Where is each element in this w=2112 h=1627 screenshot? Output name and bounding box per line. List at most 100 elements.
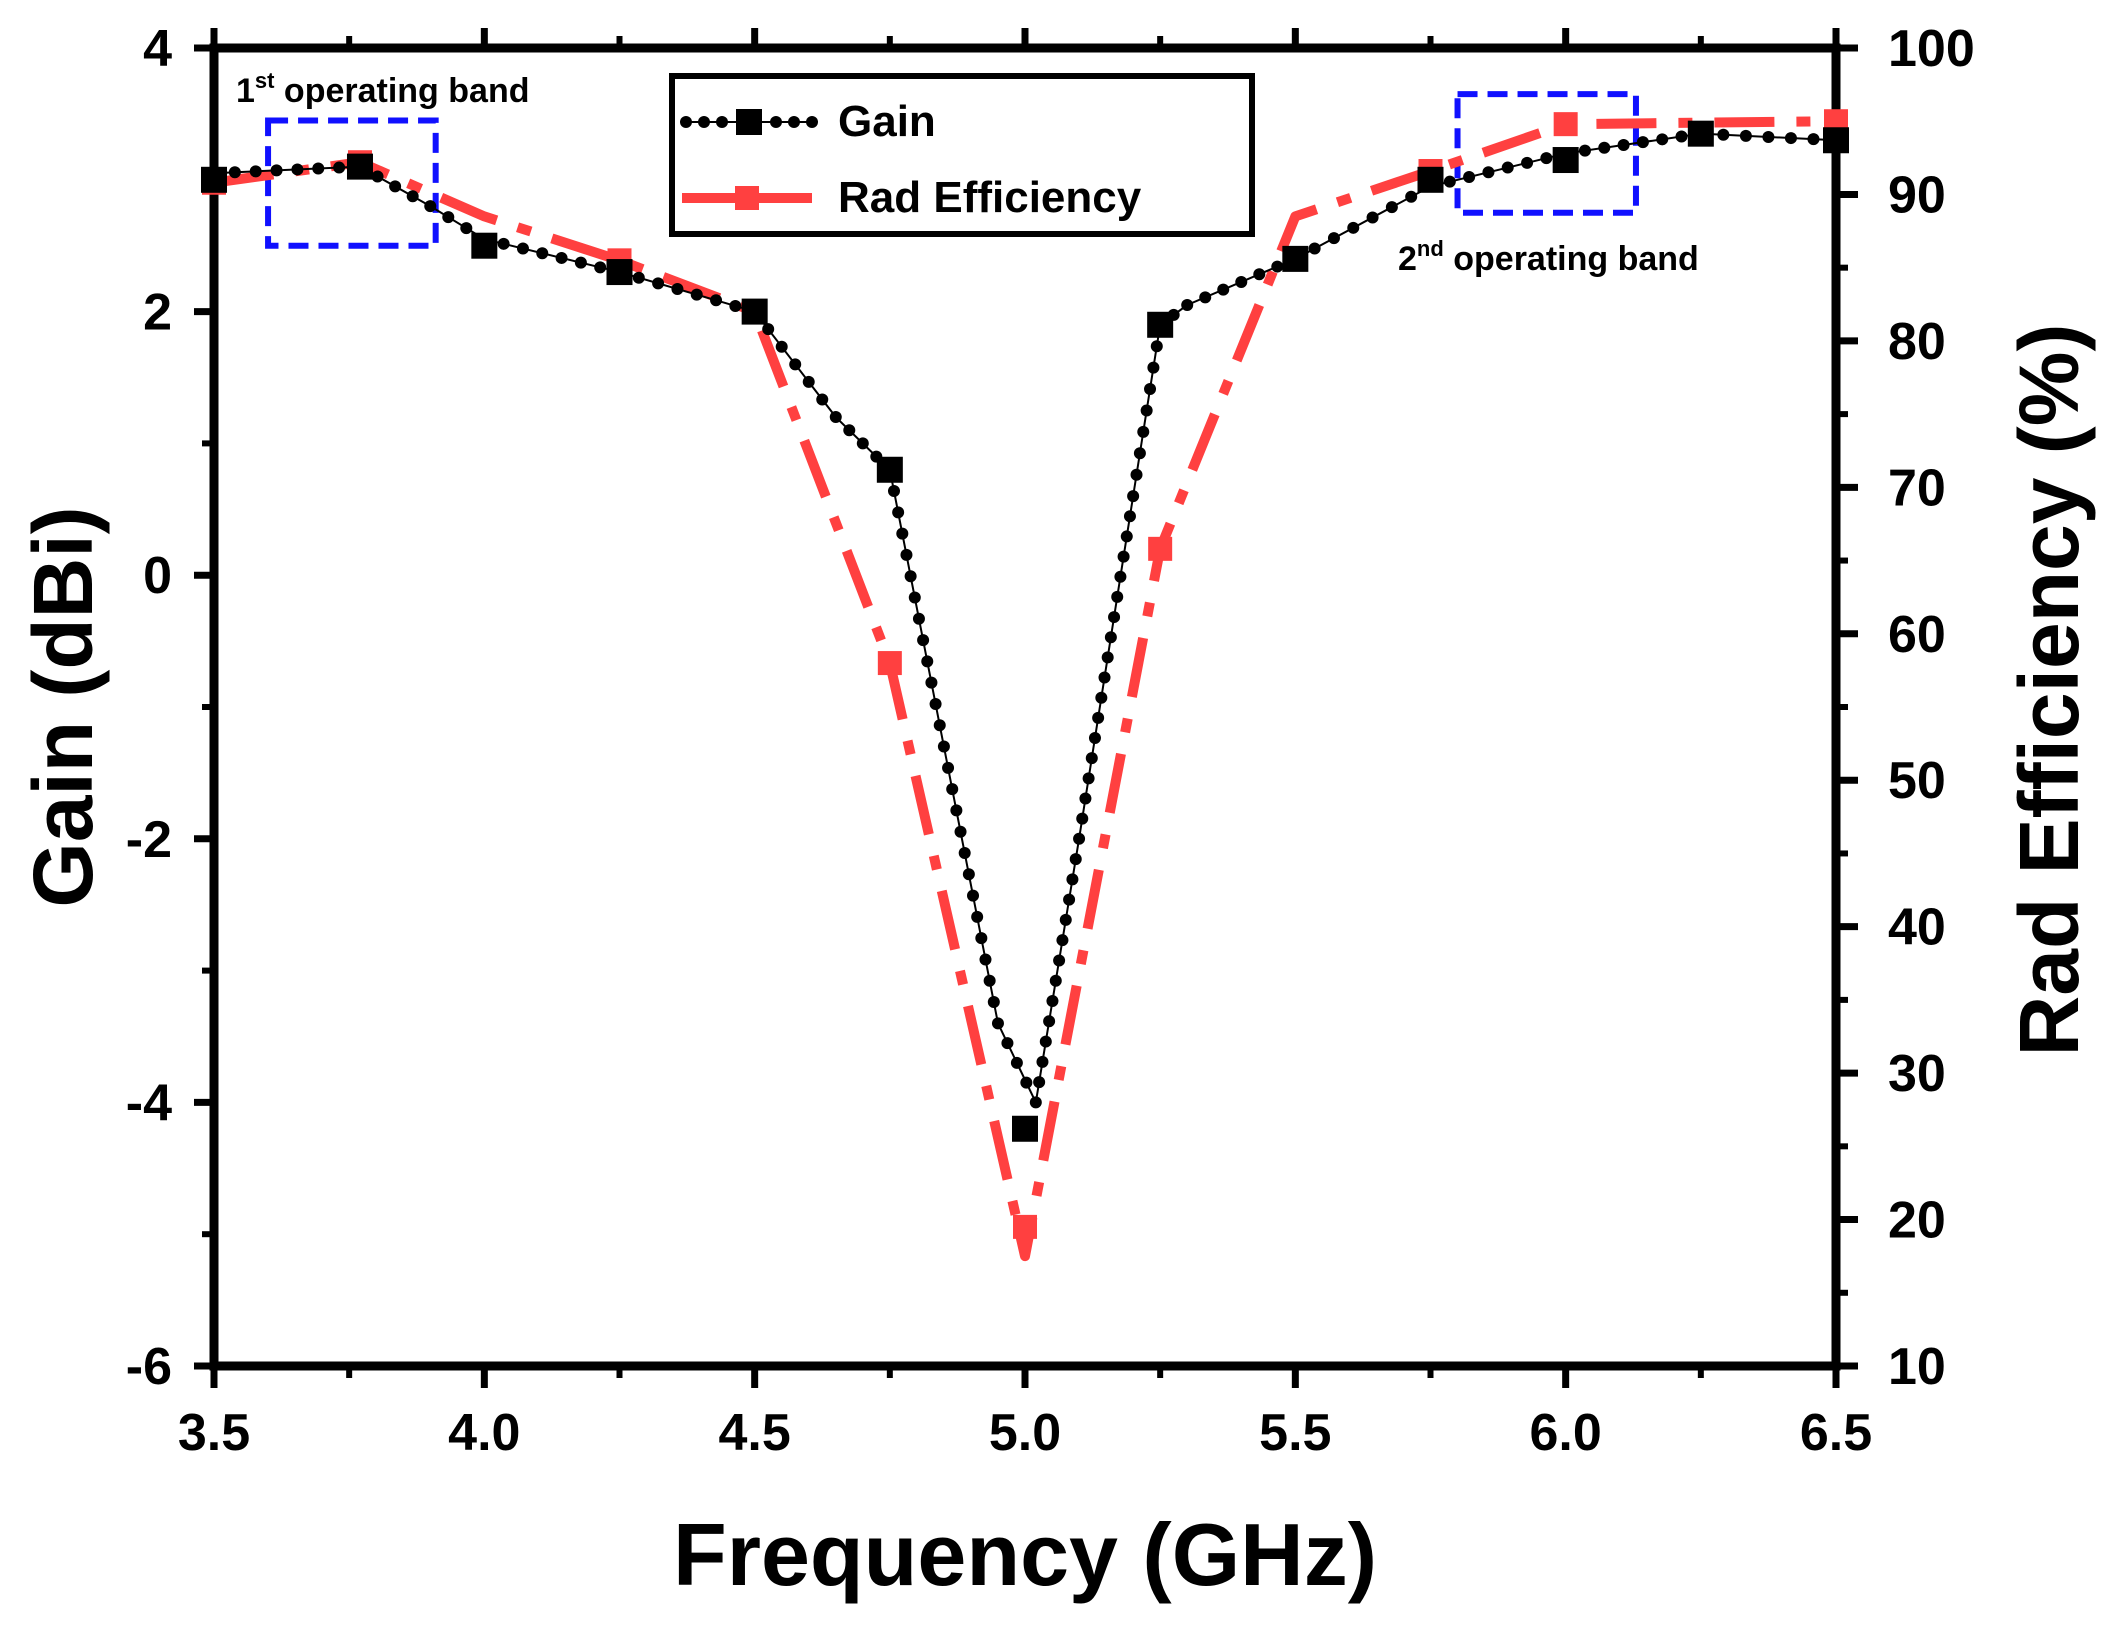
gain-dot [1675,130,1688,143]
band-label-superscript: nd [1417,236,1444,261]
rad-efficiency-marker [1148,536,1173,561]
gain-dot [1463,170,1476,183]
gain-marker [741,298,768,325]
gain-dot [1101,651,1114,664]
legend-box [669,73,1255,237]
rad-efficiency-line [213,116,1837,1262]
gain-dot [574,256,587,269]
gain-marker [1687,120,1714,147]
gain-dot [729,299,742,312]
gain-dot [1120,530,1133,543]
gain-dot [1636,136,1649,149]
gain-dot [249,165,262,178]
gain-dot [594,261,607,274]
gain-dot [1784,132,1797,145]
legend-efficiency-marker [735,186,759,210]
gain-dot [1098,671,1111,684]
gain-dot [1130,468,1143,481]
gain-dot [1046,995,1059,1008]
gain-dot [1762,130,1775,143]
y2-tick-label: 50 [1888,752,1946,810]
gain-dot [921,655,934,668]
gain-line [213,132,1837,1106]
gain-dot [1059,913,1072,926]
gain-dot [942,761,955,774]
gain-dot [652,277,665,290]
gain-dot [802,375,815,388]
gain-dot [979,953,992,966]
gain-dot [1085,752,1098,765]
gain-dot [937,740,950,753]
band-label-text: operating band [1444,240,1699,278]
y2-tick-label: 20 [1888,1192,1946,1250]
first-band-box [265,117,439,249]
gain-dot [1092,711,1105,724]
annotations: 1st operating band 2nd operating band [236,68,1699,278]
gain-dot [1069,853,1082,866]
gain-dot [1521,156,1534,169]
gain-dot [983,974,996,987]
x-tick-label: 5.0 [989,1404,1061,1462]
gain-dot [1076,812,1089,825]
gain-dot [1066,873,1079,886]
band-label-number: 1 [236,72,255,110]
x-tick-label: 4.0 [448,1404,520,1462]
gain-dot [1079,792,1092,805]
gain-dot [228,166,241,179]
gain-dot [1656,133,1669,146]
y2-tick-label: 90 [1888,166,1946,224]
gain-dot [389,180,402,193]
y-axis-title: Gain (dBi) [16,506,110,907]
gain-dot [925,676,938,689]
y2-tick-label: 60 [1888,606,1946,664]
gain-dot [1039,1035,1052,1048]
legend-gain-marker [736,109,762,135]
gain-dot [967,889,980,902]
gain-dot [1199,291,1212,304]
gain-dot [555,251,568,264]
gain-dot [1029,1096,1042,1109]
gain-marker [471,232,498,259]
y2-tick-label: 30 [1888,1045,1946,1103]
gain-dot [690,288,703,301]
gain-dot [946,783,959,796]
x-tick-label: 6.0 [1530,1404,1602,1462]
gain-marker [201,166,227,193]
rad-efficiency-marker [1553,112,1578,137]
axis-ticks [194,28,1858,1388]
gain-dot [1181,299,1194,312]
gain-dot [710,294,723,307]
band-label-text: operating band [274,72,529,110]
gain-dot [371,170,384,183]
gain-dot [816,393,829,406]
legend-label-rad-efficiency: Rad Efficiency [838,173,1142,222]
gain-dot [1217,283,1230,296]
gain-marker [876,456,903,483]
gain-dot [1540,152,1553,165]
band-label-number: 2 [1398,240,1417,278]
gain-dot [1443,175,1456,188]
band-boxes [265,91,1639,249]
y-tick-label: 0 [143,547,172,605]
gain-dot [843,424,856,437]
gain-dot [762,323,775,336]
band-label-superscript: st [255,68,275,93]
gain-dot [987,996,1000,1009]
gain-dot [1739,129,1752,142]
x-tick-label: 3.5 [178,1404,250,1462]
gain-dot [912,612,925,625]
gain-marker [1823,127,1849,154]
first-band-label: 1st operating band [236,68,529,110]
gain-dot [497,237,510,250]
gain-dot [954,825,967,838]
gain-dot [991,1017,1004,1030]
gain-dot [333,161,346,174]
gain-dot [1104,631,1117,644]
gain-dot [1617,138,1630,151]
gain-dot [887,485,900,498]
gain-dot [1095,691,1108,704]
gain-dot [1036,1055,1049,1068]
gain-dot [775,340,788,353]
x-axis-title: Frequency (GHz) [673,1505,1377,1604]
